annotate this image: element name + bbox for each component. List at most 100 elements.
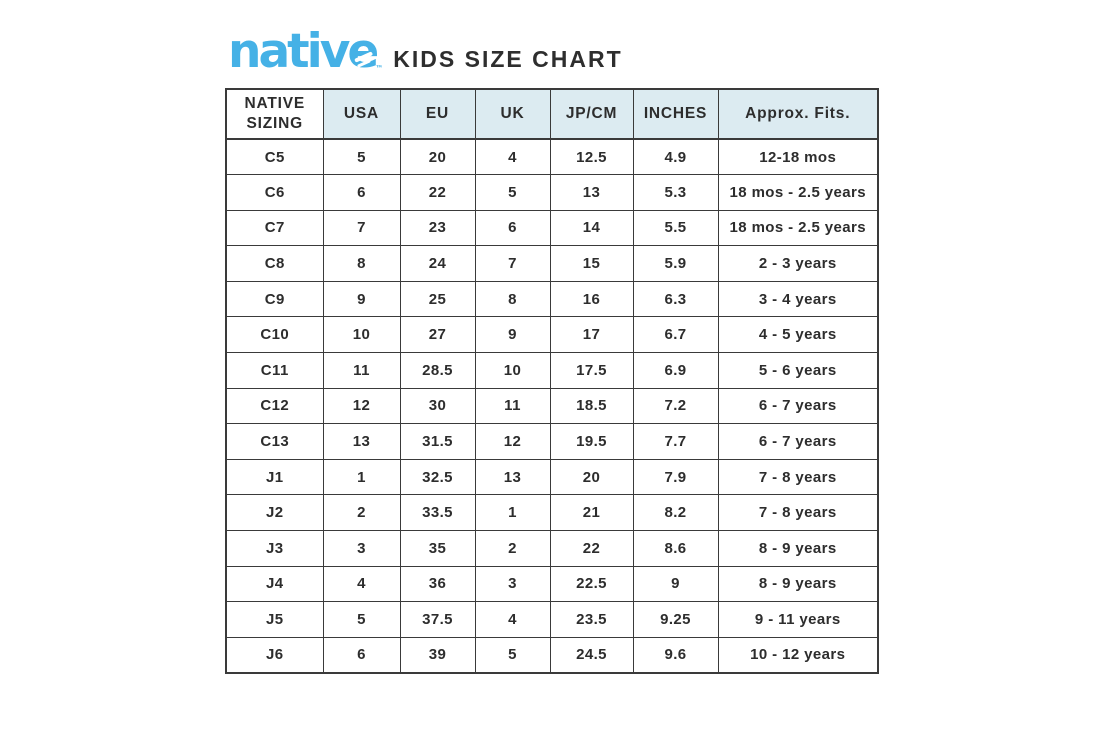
column-header: EU — [399, 88, 476, 140]
table-cell: 10 — [322, 316, 401, 354]
table-cell: J1 — [225, 458, 324, 496]
table-cell: 8 - 9 years — [717, 565, 879, 603]
table-row: C10 10 27 9 17 6.7 4 - 5 years — [225, 316, 879, 354]
table-cell: 21 — [549, 494, 634, 532]
table-cell: 5 — [322, 601, 401, 638]
table-cell: 16 — [549, 280, 634, 318]
table-cell: 23 — [399, 209, 476, 247]
table-cell: 11 — [322, 352, 401, 389]
table-cell: 5.3 — [632, 174, 719, 211]
table-cell: 4 — [322, 565, 401, 603]
table-cell: 6 - 7 years — [717, 387, 879, 425]
table-cell: 3 — [322, 530, 401, 567]
table-cell: J3 — [225, 530, 324, 567]
table-cell: C9 — [225, 280, 324, 318]
kids-size-chart-table: NATIVE SIZING USA EU UK JP/CM INCHES Approx. F… — [225, 88, 879, 674]
table-cell: J6 — [225, 636, 324, 674]
table-cell: 10 - 12 years — [717, 636, 879, 674]
table-cell: 7 - 8 years — [717, 458, 879, 496]
table-cell: 11 — [474, 387, 551, 425]
table-cell: 7.7 — [632, 423, 719, 460]
column-header: INCHES — [632, 88, 719, 140]
table-cell: 23.5 — [549, 601, 634, 638]
table-cell: 8 — [322, 245, 401, 282]
table-cell: 33.5 — [399, 494, 476, 532]
column-header: Approx. Fits. — [717, 88, 879, 140]
table-cell: 8.6 — [632, 530, 719, 567]
table-cell: 30 — [399, 387, 476, 425]
table-cell: 6.3 — [632, 280, 719, 318]
table-cell: 24 — [399, 245, 476, 282]
table-row: J3 3 35 2 22 8.6 8 - 9 years — [225, 530, 879, 567]
table-row: C9 9 25 8 16 6.3 3 - 4 years — [225, 280, 879, 318]
table-cell: 32.5 — [399, 458, 476, 496]
table-cell: 20 — [549, 458, 634, 496]
table-cell: 9 — [322, 280, 401, 318]
table-cell: 36 — [399, 565, 476, 603]
table-cell: 14 — [549, 209, 634, 247]
table-row: C5 5 20 4 12.5 4.9 12-18 mos — [225, 138, 879, 176]
table-cell: 1 — [474, 494, 551, 532]
table-row: C6 6 22 5 13 5.3 18 mos - 2.5 years — [225, 174, 879, 211]
table-cell: C12 — [225, 387, 324, 425]
native-logo-text: native — [228, 24, 379, 79]
table-cell: 3 - 4 years — [717, 280, 879, 318]
table-cell: C11 — [225, 352, 324, 389]
table-cell: 13 — [322, 423, 401, 460]
table-row: C12 12 30 11 18.5 7.2 6 - 7 years — [225, 387, 879, 425]
table-cell: 1 — [322, 458, 401, 496]
table-row: C13 13 31.5 12 19.5 7.7 6 - 7 years — [225, 423, 879, 460]
table-cell: 18 mos - 2.5 years — [717, 209, 879, 247]
table-header-row: NATIVE SIZING USA EU UK JP/CM INCHES Approx. F… — [225, 88, 879, 140]
table-cell: 39 — [399, 636, 476, 674]
table-cell: 12 — [474, 423, 551, 460]
table-cell: 6.7 — [632, 316, 719, 354]
column-header: JP/CM — [549, 88, 634, 140]
table-cell: 7 — [322, 209, 401, 247]
table-cell: J2 — [225, 494, 324, 532]
table-cell: 3 — [474, 565, 551, 603]
table-cell: 10 — [474, 352, 551, 389]
table-cell: 18 mos - 2.5 years — [717, 174, 879, 211]
table-cell: 19.5 — [549, 423, 634, 460]
table-cell: 7 — [474, 245, 551, 282]
table-cell: 6 — [322, 636, 401, 674]
table-cell: 9 — [474, 316, 551, 354]
table-header: NATIVE SIZING USA EU UK JP/CM INCHES Approx. F… — [225, 88, 879, 140]
native-logo: native ™ — [228, 28, 383, 75]
table-row: J4 4 36 3 22.5 9 8 - 9 years — [225, 565, 879, 603]
table-cell: C6 — [225, 174, 324, 211]
table-cell: 4 — [474, 138, 551, 176]
table-cell: 5 - 6 years — [717, 352, 879, 389]
table-cell: 5.5 — [632, 209, 719, 247]
table-cell: 20 — [399, 138, 476, 176]
table-cell: C8 — [225, 245, 324, 282]
table-cell: 31.5 — [399, 423, 476, 460]
table-cell: 12-18 mos — [717, 138, 879, 176]
table-cell: 13 — [474, 458, 551, 496]
table-cell: 17 — [549, 316, 634, 354]
table-cell: 2 — [322, 494, 401, 532]
table-cell: C7 — [225, 209, 324, 247]
table-cell: 9 — [632, 565, 719, 603]
table-cell: C13 — [225, 423, 324, 460]
table-cell: 35 — [399, 530, 476, 567]
column-header: NATIVE SIZING — [225, 88, 324, 140]
table-row: C11 11 28.5 10 17.5 6.9 5 - 6 years — [225, 352, 879, 389]
table-cell: 7.2 — [632, 387, 719, 425]
table-cell: 7 - 8 years — [717, 494, 879, 532]
table-cell: 9 - 11 years — [717, 601, 879, 638]
table-row: J1 1 32.5 13 20 7.9 7 - 8 years — [225, 458, 879, 496]
table-cell: 6 — [474, 209, 551, 247]
table-cell: 22 — [549, 530, 634, 567]
table-cell: 18.5 — [549, 387, 634, 425]
page-header: native ™ KIDS SIZE CHART — [228, 28, 623, 75]
table-row: C7 7 23 6 14 5.5 18 mos - 2.5 years — [225, 209, 879, 247]
table-cell: 5.9 — [632, 245, 719, 282]
table-cell: 2 — [474, 530, 551, 567]
column-header: USA — [322, 88, 401, 140]
page-title: KIDS SIZE CHART — [393, 46, 623, 72]
table-cell: 13 — [549, 174, 634, 211]
table-cell: 6 - 7 years — [717, 423, 879, 460]
table-cell: 5 — [322, 138, 401, 176]
